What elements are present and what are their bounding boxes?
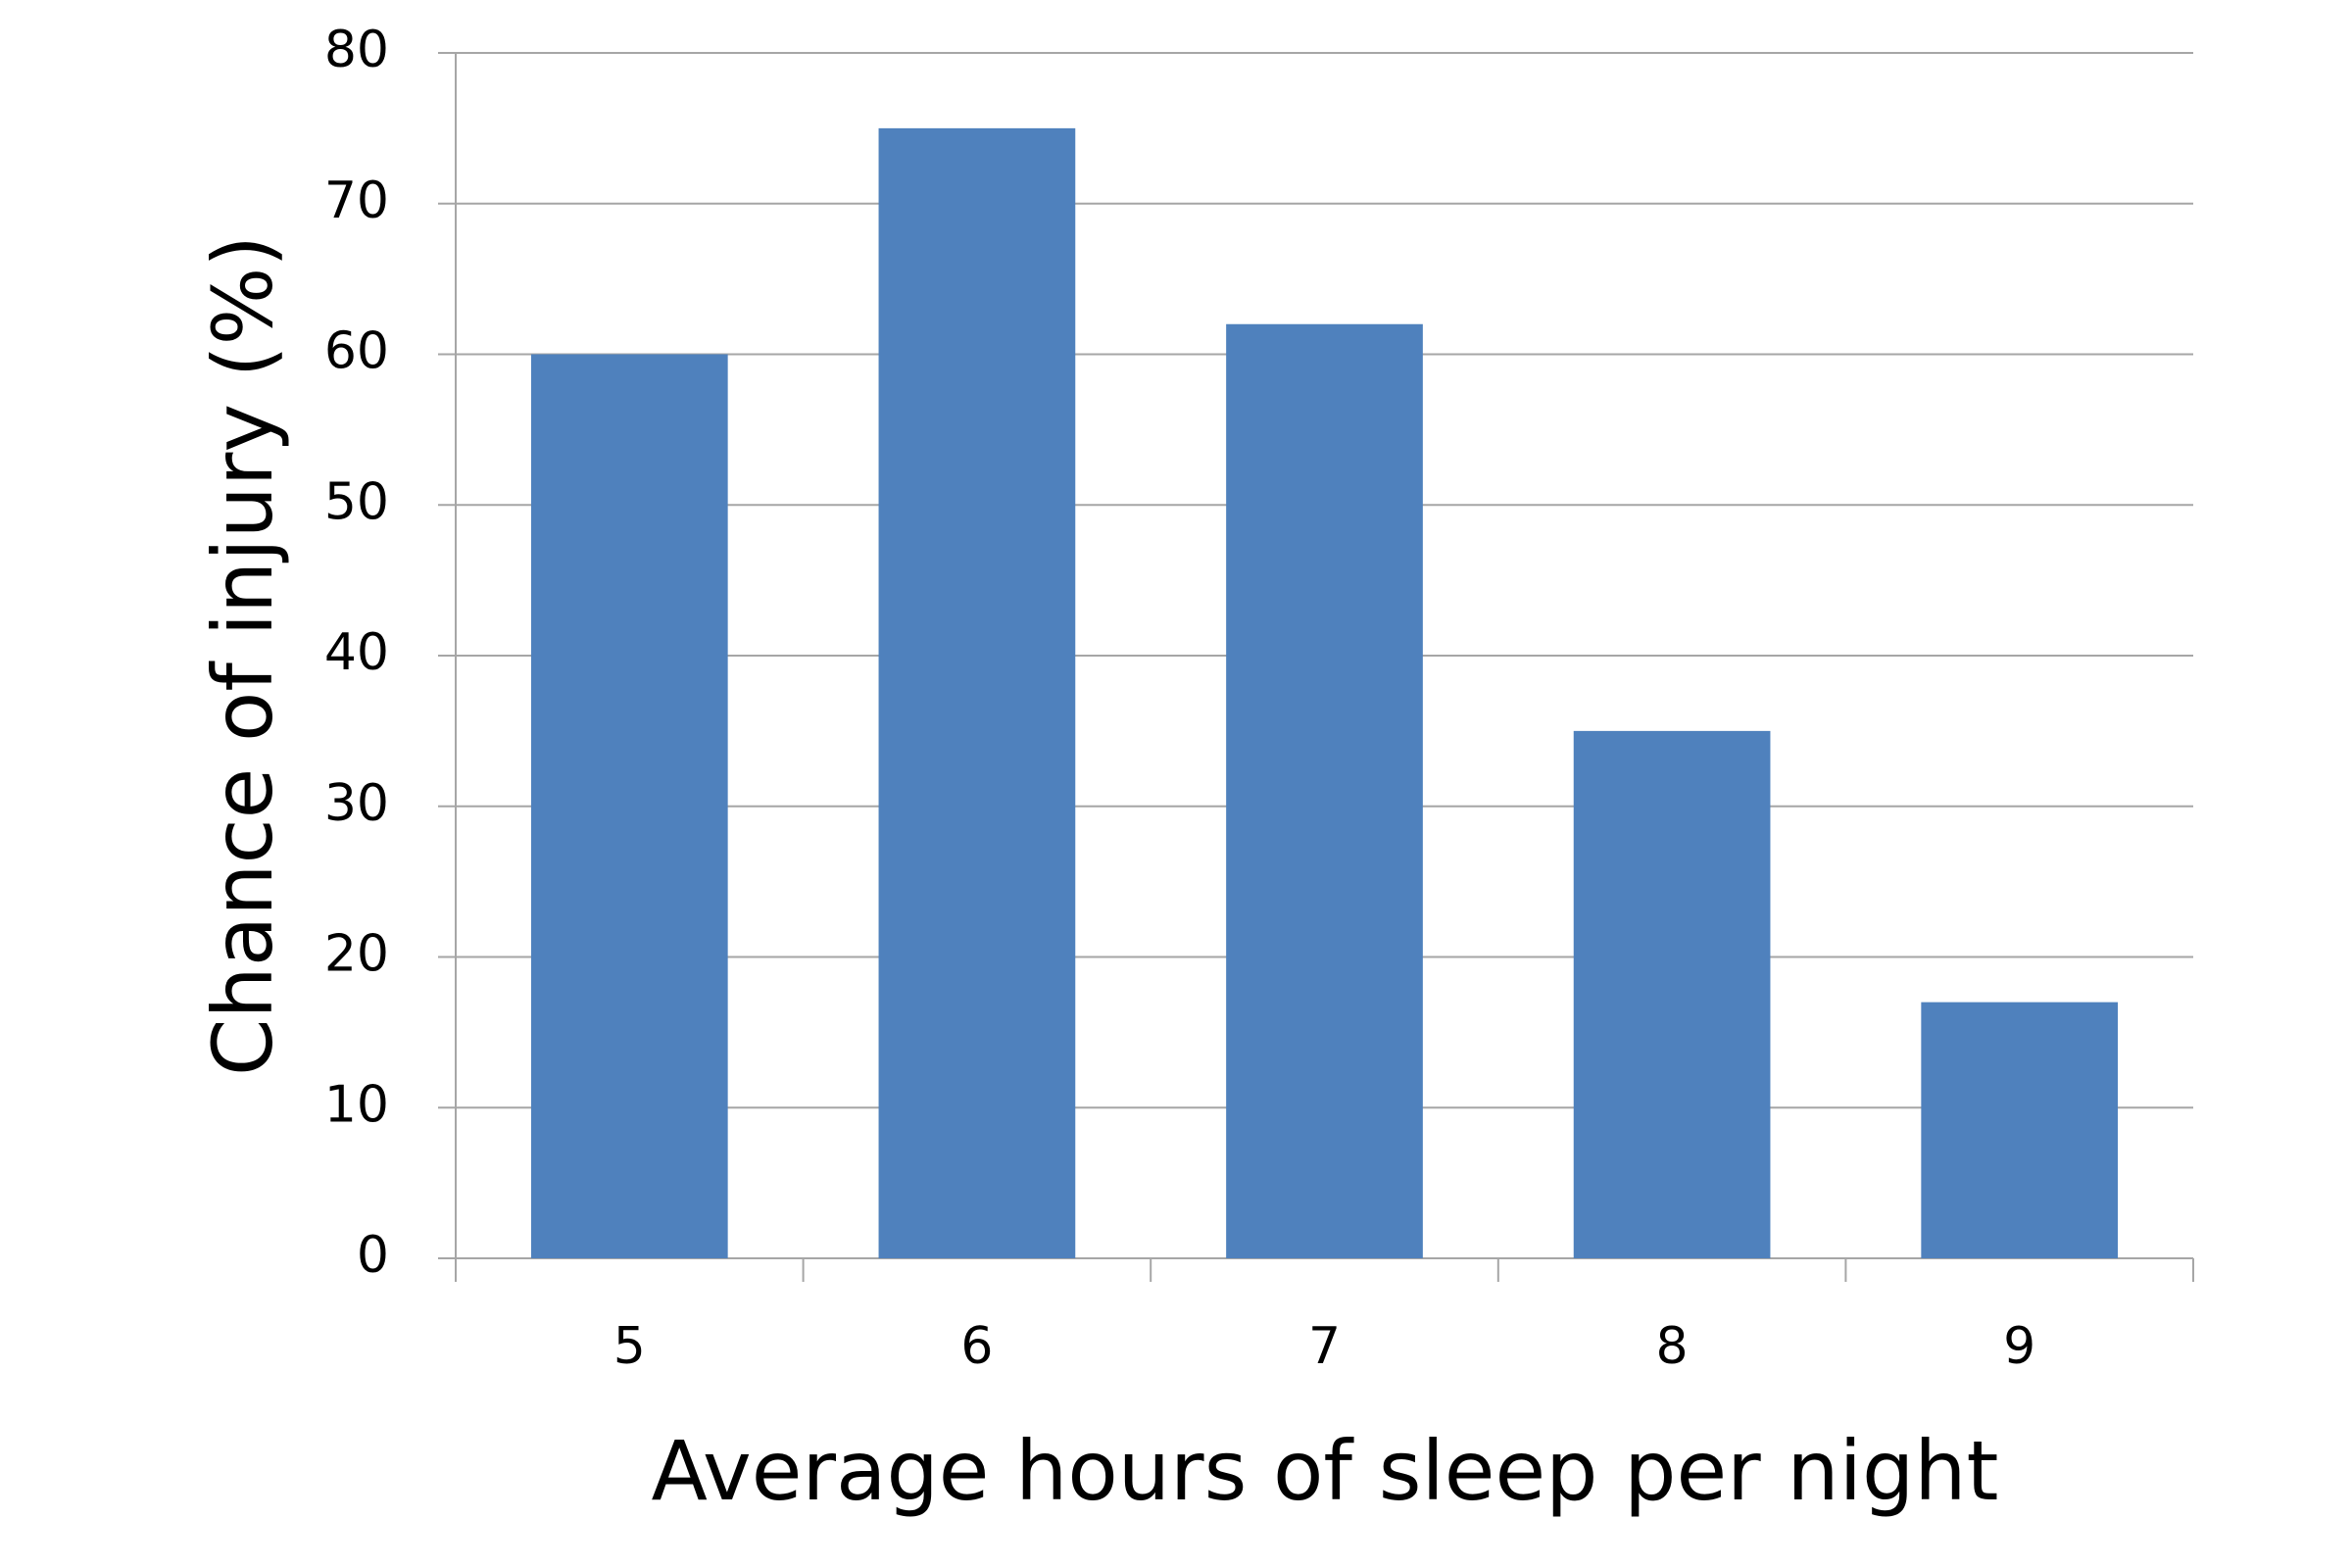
x-tick-label: 6 [960,1317,993,1376]
y-tick-label: 30 [324,774,389,833]
y-tick-label: 50 [324,472,389,531]
y-axis-title: Chance of injury (%) [195,235,291,1076]
bar [878,127,1076,1258]
bar [1921,1002,2119,1258]
bar [530,354,728,1258]
y-tick-label: 70 [324,172,389,230]
y-tick-label: 60 [324,322,389,381]
x-tick-label: 8 [1656,1317,1689,1376]
x-tick-label: 9 [2003,1317,2035,1376]
y-tick-label: 80 [324,21,389,79]
x-tick-label: 5 [613,1317,646,1376]
y-tick-label: 10 [324,1075,389,1134]
y-tick-label: 0 [357,1226,389,1285]
y-tick-label: 20 [324,925,389,984]
x-axis-title: Average hours of sleep per night [652,1423,1999,1519]
x-tick-label: 7 [1308,1317,1341,1376]
bar [1573,730,1771,1258]
y-tick-label: 40 [324,623,389,682]
bar [1226,323,1423,1258]
